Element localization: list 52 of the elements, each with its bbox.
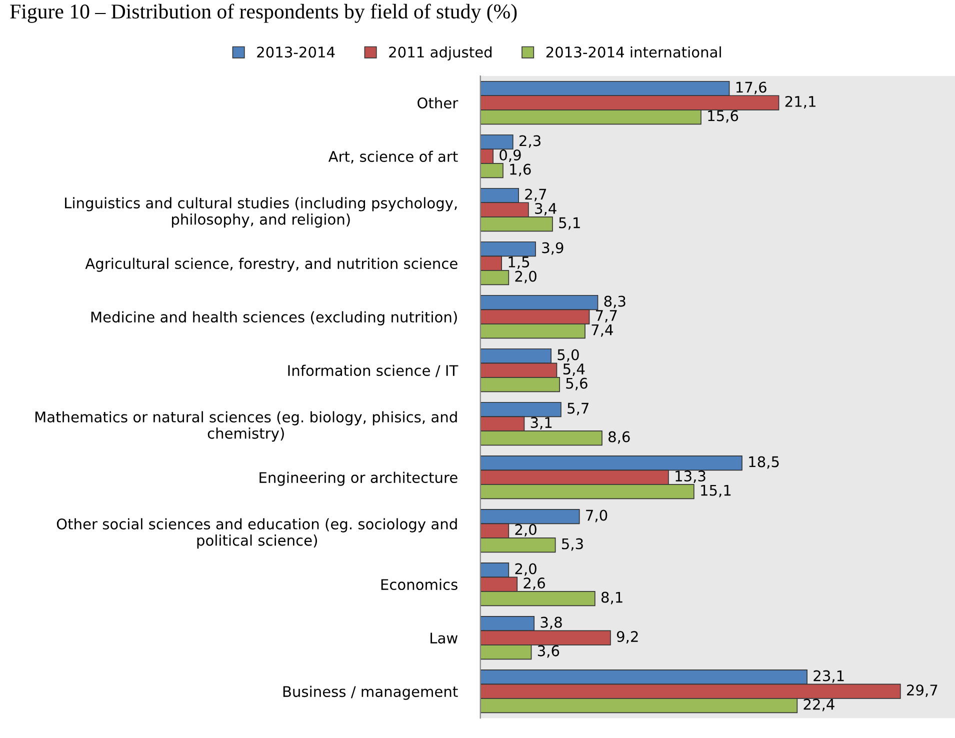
data-label: 3,6 xyxy=(538,645,560,658)
data-label: 1,5 xyxy=(508,256,530,269)
y-tick-label: Engineering or architecture xyxy=(260,472,458,486)
data-label: 7,4 xyxy=(592,324,613,337)
data-label: 17,6 xyxy=(736,82,766,94)
y-tick-label: Law xyxy=(430,632,458,644)
data-label: 8,1 xyxy=(601,592,622,604)
data-label: 5,6 xyxy=(566,378,588,390)
data-label: 5,1 xyxy=(559,217,580,230)
y-tick-label: Business / management xyxy=(283,686,458,700)
y-tick-label: Other xyxy=(418,97,458,109)
data-label: 9,2 xyxy=(616,631,638,644)
data-label: 2,3 xyxy=(520,135,540,148)
data-label: 8,3 xyxy=(604,296,626,308)
y-tick-label: Economics xyxy=(381,578,458,590)
legend-label: 2013-2014 international xyxy=(546,46,721,58)
legend-label: 2011 adjusted xyxy=(389,46,492,60)
y-tick-label: Medicine and health sciences (excluding nutrition) xyxy=(91,311,457,326)
data-label: 2,7 xyxy=(525,188,546,202)
data-label: 0,9 xyxy=(500,149,521,162)
data-label: 2,0 xyxy=(515,524,536,537)
data-label: 8,6 xyxy=(608,431,630,444)
data-label: 2,6 xyxy=(524,578,545,590)
data-label: 15,1 xyxy=(701,484,731,498)
data-label: 5,7 xyxy=(568,402,588,416)
data-label: 3,8 xyxy=(540,616,562,630)
data-label: 2,0 xyxy=(515,563,536,576)
data-label: 13,3 xyxy=(676,470,706,484)
y-tick-label: Information science / IT xyxy=(288,364,458,378)
data-label: 23,1 xyxy=(814,670,844,683)
data-label: 7,0 xyxy=(586,510,608,522)
y-tick-label: Agricultural science, forestry, and nutrition science xyxy=(85,258,458,272)
data-label: 7,7 xyxy=(596,310,617,323)
data-label: 1,6 xyxy=(510,164,531,176)
data-label: 22,4 xyxy=(804,698,834,712)
data-label: 5,4 xyxy=(563,364,585,376)
data-label: 18,5 xyxy=(749,456,779,469)
y-tick-label: Linguistics and cultural studies (including psychology, philosophy, and religion) xyxy=(65,197,457,228)
y-tick-label: Art, science of art xyxy=(328,150,458,164)
data-label: 2,0 xyxy=(515,270,536,284)
data-label: 5,3 xyxy=(562,538,583,551)
data-label: 29,7 xyxy=(907,684,938,698)
data-label: 21,1 xyxy=(785,96,816,108)
y-tick-label: Other social sciences and education (eg. sociology and political science) xyxy=(56,518,457,549)
text: Figure 10 – Distribution of respondents by field of study (%) xyxy=(10,4,517,23)
data-label: 3,4 xyxy=(535,202,556,216)
data-label: 15,6 xyxy=(708,110,738,123)
data-label: 5,0 xyxy=(558,349,579,362)
data-label: 3,1 xyxy=(530,416,552,430)
y-tick-label: Mathematics or natural sciences (eg. biology, phisics, and chemistry) xyxy=(35,411,457,442)
data-label: 3,9 xyxy=(542,242,564,255)
legend-label: 2013-2014 xyxy=(257,46,335,58)
